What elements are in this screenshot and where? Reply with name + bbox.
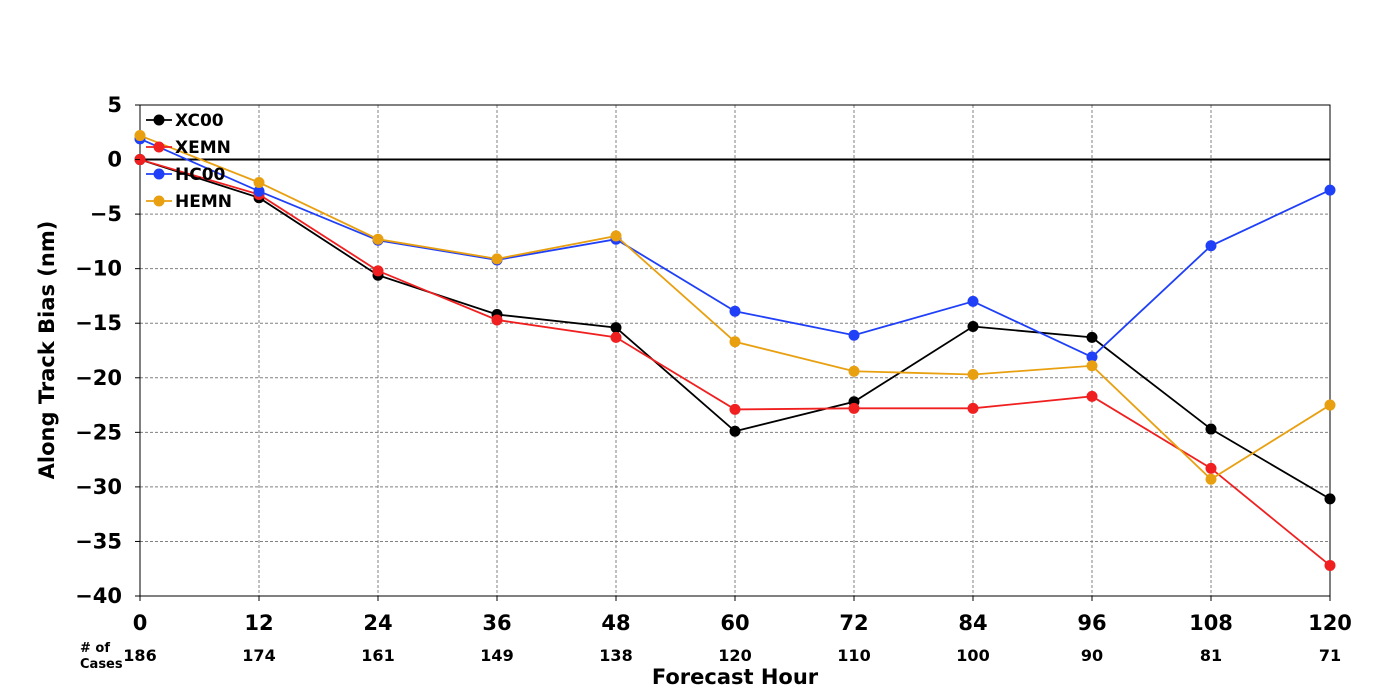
- case-count: 161: [361, 646, 394, 665]
- series-hemn: [134, 130, 1336, 485]
- data-point-xemn: [729, 403, 741, 415]
- x-tick-label: 108: [1189, 611, 1233, 635]
- data-point-xemn: [610, 331, 622, 343]
- data-point-xc00: [1086, 331, 1098, 343]
- grid-lines: [140, 105, 1330, 596]
- data-point-xemn: [1086, 390, 1098, 402]
- data-point-hc00: [1205, 240, 1217, 252]
- y-tick-label: −5: [90, 202, 122, 226]
- data-point-hemn: [967, 369, 979, 381]
- cases-label-line1: # of: [80, 641, 110, 656]
- y-tick-label: −35: [75, 529, 122, 553]
- case-count: 110: [837, 646, 870, 665]
- data-point-hemn: [134, 130, 146, 142]
- x-axis-label: Forecast Hour: [652, 665, 819, 689]
- series-xemn: [134, 154, 1336, 571]
- case-count: 186: [123, 646, 156, 665]
- x-tick-label: 12: [244, 611, 273, 635]
- legend-label: XEMN: [175, 138, 231, 158]
- data-point-hc00: [967, 295, 979, 307]
- y-tick-label: −15: [75, 311, 122, 335]
- data-point-hemn: [253, 176, 265, 188]
- x-tick-label: 48: [601, 611, 630, 635]
- x-tick-label: 72: [839, 611, 868, 635]
- cases-label-line2: Cases: [80, 657, 123, 672]
- legend-swatch-marker: [153, 141, 165, 153]
- x-tick-label: 24: [363, 611, 392, 635]
- data-point-xc00: [1205, 423, 1217, 435]
- series-layer: [134, 130, 1336, 571]
- data-point-hemn: [372, 233, 384, 245]
- legend-swatch-marker: [153, 195, 165, 207]
- y-tick-label: −25: [75, 420, 122, 444]
- legend-swatch-marker: [153, 168, 165, 180]
- data-point-hemn: [848, 365, 860, 377]
- data-point-hc00: [253, 185, 265, 197]
- data-point-xemn: [372, 265, 384, 277]
- case-counts: 186 174 161 149 138 120 110 100 90 81 71: [123, 646, 1341, 665]
- data-point-xemn: [491, 314, 503, 326]
- x-tick-label: 84: [958, 611, 987, 635]
- data-point-xemn: [1205, 462, 1217, 474]
- y-tick-label: 0: [107, 148, 122, 172]
- legend-item-hc00: HC00: [146, 165, 226, 185]
- data-point-xc00: [1324, 493, 1336, 505]
- case-count: 81: [1200, 646, 1222, 665]
- legend: XC00 XEMN HC00 HEMN: [146, 111, 232, 212]
- case-count: 174: [242, 646, 275, 665]
- data-point-hc00: [729, 305, 741, 317]
- y-tick-labels: 5 0 −5 −10 −15 −20 −25 −30 −35 −40: [75, 93, 140, 608]
- legend-item-xemn: XEMN: [146, 138, 231, 158]
- case-count: 120: [718, 646, 751, 665]
- case-count: 71: [1319, 646, 1341, 665]
- legend-label: HEMN: [175, 192, 232, 212]
- y-tick-label: −20: [75, 366, 122, 390]
- data-point-xc00: [729, 425, 741, 437]
- x-tick-label: 96: [1077, 611, 1106, 635]
- x-tick-label: 120: [1308, 611, 1352, 635]
- y-tick-label: −30: [75, 475, 122, 499]
- data-point-hemn: [1324, 399, 1336, 411]
- x-tick-label: 0: [133, 611, 148, 635]
- data-point-xemn: [1324, 559, 1336, 571]
- y-tick-label: −40: [75, 584, 122, 608]
- case-count: 138: [599, 646, 632, 665]
- legend-item-hemn: HEMN: [146, 192, 232, 212]
- data-point-hemn: [610, 230, 622, 242]
- x-tick-label: 60: [720, 611, 749, 635]
- data-point-hc00: [848, 329, 860, 341]
- legend-swatch-marker: [153, 114, 165, 126]
- legend-label: HC00: [175, 165, 226, 185]
- data-point-hemn: [1086, 360, 1098, 372]
- case-count: 90: [1081, 646, 1103, 665]
- x-tick-labels: 0 12 24 36 48 60 72 84 96 108 120: [133, 596, 1352, 635]
- data-point-xc00: [967, 320, 979, 332]
- case-count: 100: [956, 646, 989, 665]
- data-point-hemn: [491, 253, 503, 265]
- data-point-hemn: [729, 336, 741, 348]
- case-count: 149: [480, 646, 513, 665]
- data-point-hc00: [1324, 184, 1336, 196]
- y-axis-label: Along Track Bias (nm): [35, 221, 59, 480]
- legend-item-xc00: XC00: [146, 111, 224, 131]
- data-point-xemn: [967, 402, 979, 414]
- data-point-xc00: [610, 322, 622, 334]
- legend-label: XC00: [175, 111, 224, 131]
- y-tick-label: −10: [75, 257, 122, 281]
- x-tick-label: 36: [482, 611, 511, 635]
- data-point-hemn: [1205, 473, 1217, 485]
- data-point-xemn: [848, 402, 860, 414]
- y-tick-label: 5: [107, 93, 122, 117]
- data-point-hc00: [1086, 351, 1098, 363]
